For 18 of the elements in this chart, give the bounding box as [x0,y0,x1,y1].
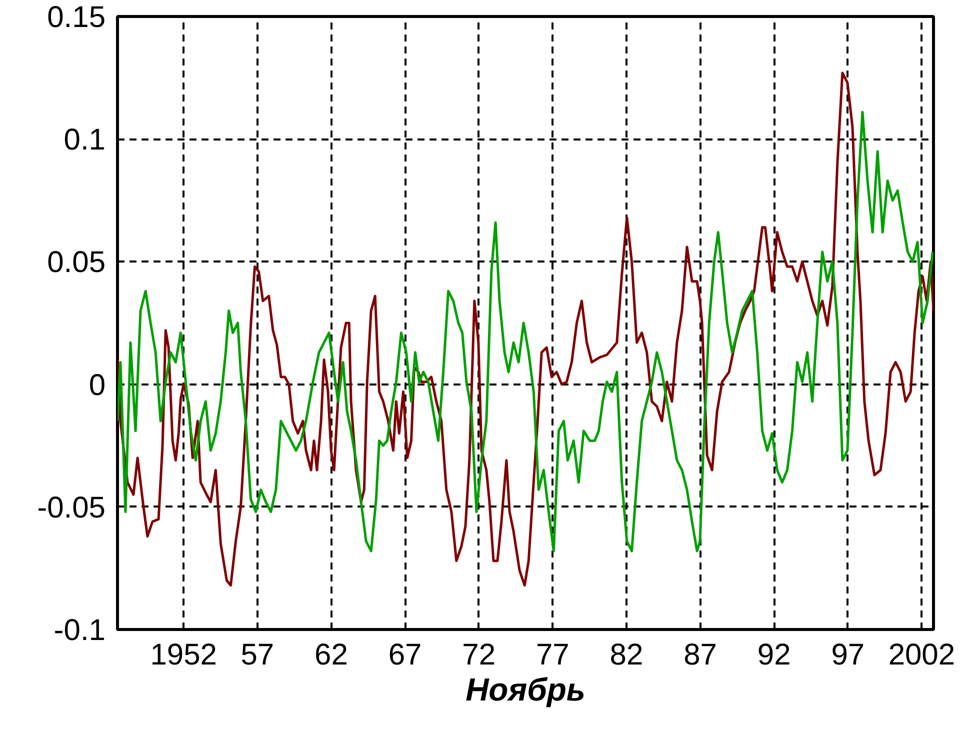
y-tick-label: -0.1 [54,614,106,647]
x-tick-label: 72 [462,638,496,672]
x-tick-label: 97 [831,638,865,672]
x-tick-label: 82 [610,638,644,672]
x-tick-label: 92 [757,638,791,672]
x-tick-label: 62 [314,638,348,672]
y-tick-label: -0.05 [37,491,106,524]
x-tick-label: 87 [684,638,717,672]
x-tick-label: 77 [536,638,570,672]
x-tick-label: 2002 [888,638,956,672]
y-tick-label: 0.15 [47,1,106,34]
x-tick-label: 67 [388,638,422,672]
y-tick-label: 0.05 [47,246,106,280]
x-tick-label: 57 [240,638,274,672]
x-axis-title: Ноябрь [466,672,586,708]
y-tick-label: 0.1 [64,124,106,157]
x-tick-label: 1952 [150,638,218,672]
y-tick-label: 0 [88,368,106,402]
